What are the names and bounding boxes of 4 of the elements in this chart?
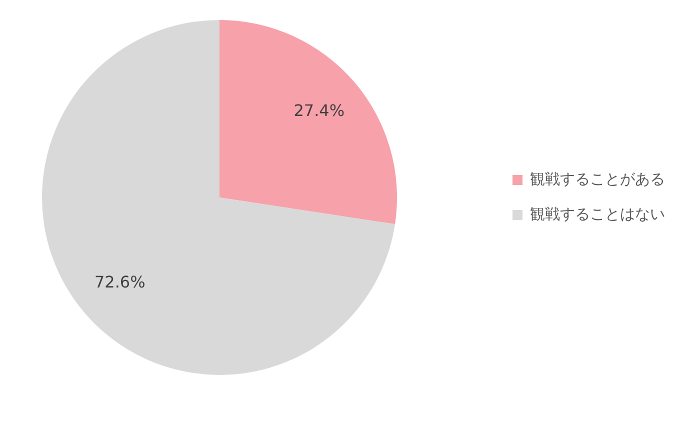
legend-label: 観戦することはない <box>530 204 665 223</box>
data-label: 72.6% <box>94 272 146 292</box>
legend-label: 観戦することがある <box>530 170 665 188</box>
data-label: 27.4% <box>294 101 345 120</box>
